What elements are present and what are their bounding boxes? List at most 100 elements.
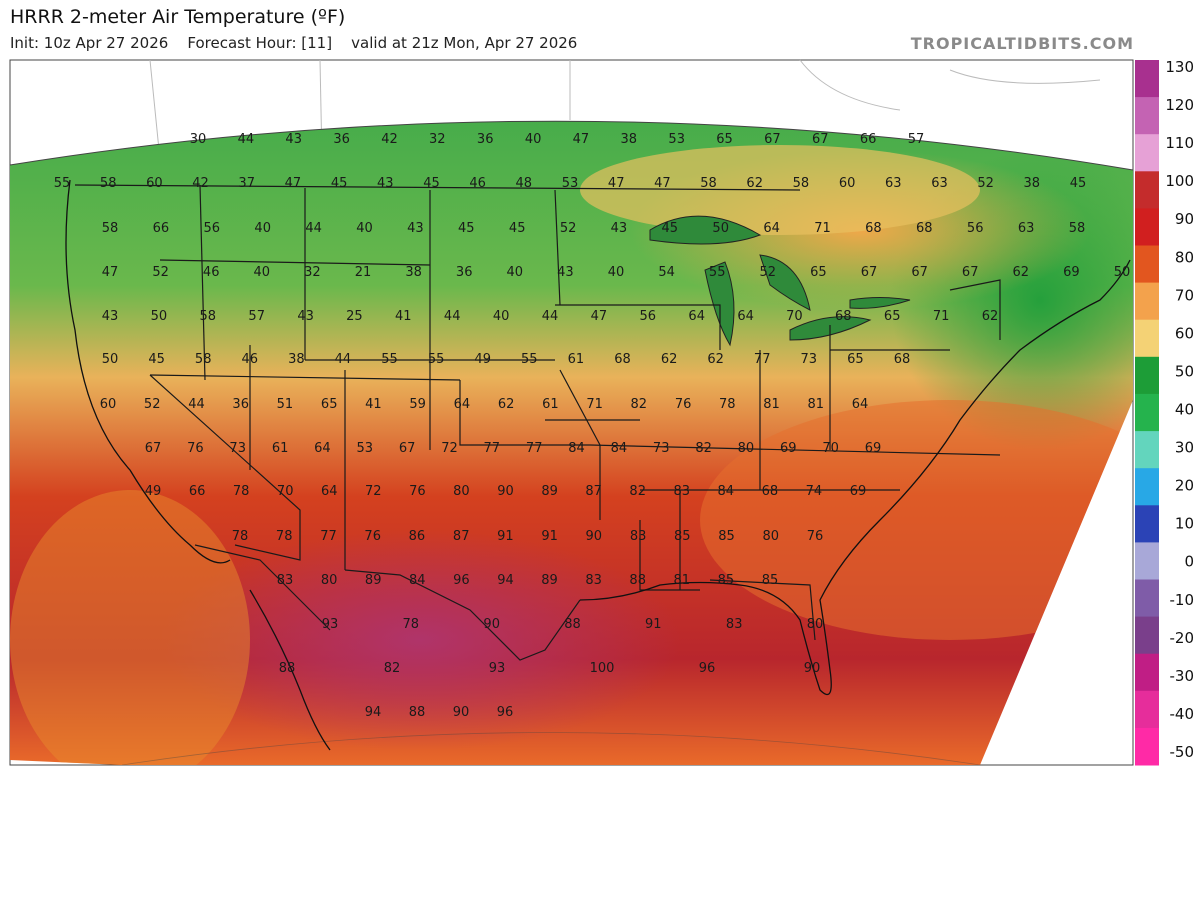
station-value: 36 [232, 397, 249, 412]
station-value: 50 [102, 352, 119, 367]
station-value: 44 [305, 221, 322, 236]
station-value: 45 [662, 221, 679, 236]
station-value: 44 [444, 309, 461, 324]
station-value: 47 [591, 309, 608, 324]
station-value: 76 [187, 441, 204, 456]
init-time: Init: 10z Apr 27 2026 [10, 34, 169, 52]
station-value: 45 [423, 176, 440, 191]
station-value: 38 [621, 132, 638, 147]
station-value: 88 [629, 573, 646, 588]
station-value: 40 [254, 221, 271, 236]
station-value: 57 [908, 132, 925, 147]
station-value: 30 [190, 132, 207, 147]
colorbar-tick-label: 0 [1184, 553, 1194, 571]
station-value: 82 [629, 484, 646, 499]
colorbar-tick-label: 60 [1175, 324, 1194, 342]
station-value: 32 [304, 265, 321, 280]
station-value: 58 [195, 352, 212, 367]
colorbar-segment [1135, 171, 1159, 209]
station-value: 64 [852, 397, 869, 412]
station-value: 69 [850, 484, 867, 499]
station-value: 89 [541, 484, 558, 499]
station-value: 60 [839, 176, 856, 191]
state-borders [74, 184, 1001, 661]
station-value: 52 [977, 176, 994, 191]
station-value: 84 [568, 441, 585, 456]
colorbar-tick-label: 30 [1175, 439, 1194, 457]
station-value: 43 [377, 176, 394, 191]
station-value: 94 [497, 573, 514, 588]
station-value: 67 [962, 265, 979, 280]
station-value: 66 [860, 132, 877, 147]
station-value: 67 [861, 265, 878, 280]
station-value: 46 [203, 265, 220, 280]
station-value: 83 [674, 484, 691, 499]
station-value: 40 [356, 221, 373, 236]
station-value: 58 [1069, 221, 1086, 236]
station-value: 32 [429, 132, 446, 147]
station-value: 40 [507, 265, 524, 280]
station-value: 69 [780, 441, 797, 456]
station-value: 45 [1070, 176, 1087, 191]
colorbar-tick-label: -30 [1170, 667, 1195, 685]
station-value: 83 [277, 573, 294, 588]
station-value: 49 [145, 484, 162, 499]
station-value: 74 [806, 484, 823, 499]
station-value: 85 [718, 529, 735, 544]
colorbar-segment [1135, 727, 1159, 766]
station-value: 55 [709, 265, 726, 280]
colorbar-segment [1135, 208, 1159, 246]
station-value: 80 [763, 529, 780, 544]
station-value: 91 [541, 529, 558, 544]
station-value: 85 [674, 529, 691, 544]
station-value: 52 [560, 221, 577, 236]
colorbar-tick-label: 40 [1175, 401, 1194, 419]
page-title: HRRR 2-meter Air Temperature (ºF) [10, 6, 346, 28]
station-value: 65 [810, 265, 827, 280]
station-value: 47 [102, 265, 119, 280]
station-value: 41 [365, 397, 382, 412]
station-value: 55 [521, 352, 538, 367]
station-value: 80 [321, 573, 338, 588]
station-value: 65 [321, 397, 338, 412]
station-value: 64 [737, 309, 754, 324]
station-value: 43 [297, 309, 314, 324]
station-value: 58 [100, 176, 117, 191]
station-value: 44 [335, 352, 352, 367]
station-value: 80 [453, 484, 470, 499]
station-value: 88 [279, 661, 296, 676]
station-value: 50 [712, 221, 729, 236]
station-value: 70 [786, 309, 803, 324]
station-value: 64 [321, 484, 338, 499]
station-value: 77 [320, 529, 337, 544]
station-value: 76 [675, 397, 692, 412]
colorbar-tick-label: 120 [1165, 96, 1194, 114]
colorbar-tick-label: 80 [1175, 248, 1194, 266]
station-value: 63 [885, 176, 902, 191]
station-value: 91 [497, 529, 514, 544]
colorbar-segment [1135, 97, 1159, 135]
station-value: 87 [585, 484, 602, 499]
station-value: 56 [967, 221, 984, 236]
station-value: 68 [916, 221, 933, 236]
station-value: 77 [484, 441, 501, 456]
station-value: 83 [726, 617, 743, 632]
colorbar-segment [1135, 356, 1159, 395]
station-value: 67 [145, 441, 162, 456]
station-value: 43 [557, 265, 574, 280]
station-value: 63 [931, 176, 948, 191]
colorbar: 1301201101009080706050403020100-10-20-30… [1135, 58, 1194, 766]
station-value: 96 [497, 705, 514, 720]
colorbar-segment [1135, 60, 1159, 98]
station-value: 78 [403, 617, 420, 632]
station-value: 62 [661, 352, 678, 367]
station-value: 61 [542, 397, 559, 412]
station-value: 55 [381, 352, 398, 367]
colorbar-tick-label: 110 [1165, 134, 1194, 152]
station-value: 55 [54, 176, 71, 191]
station-value: 67 [911, 265, 928, 280]
station-value: 80 [807, 617, 824, 632]
station-value: 73 [653, 441, 670, 456]
station-value: 45 [331, 176, 348, 191]
station-value: 78 [276, 529, 293, 544]
